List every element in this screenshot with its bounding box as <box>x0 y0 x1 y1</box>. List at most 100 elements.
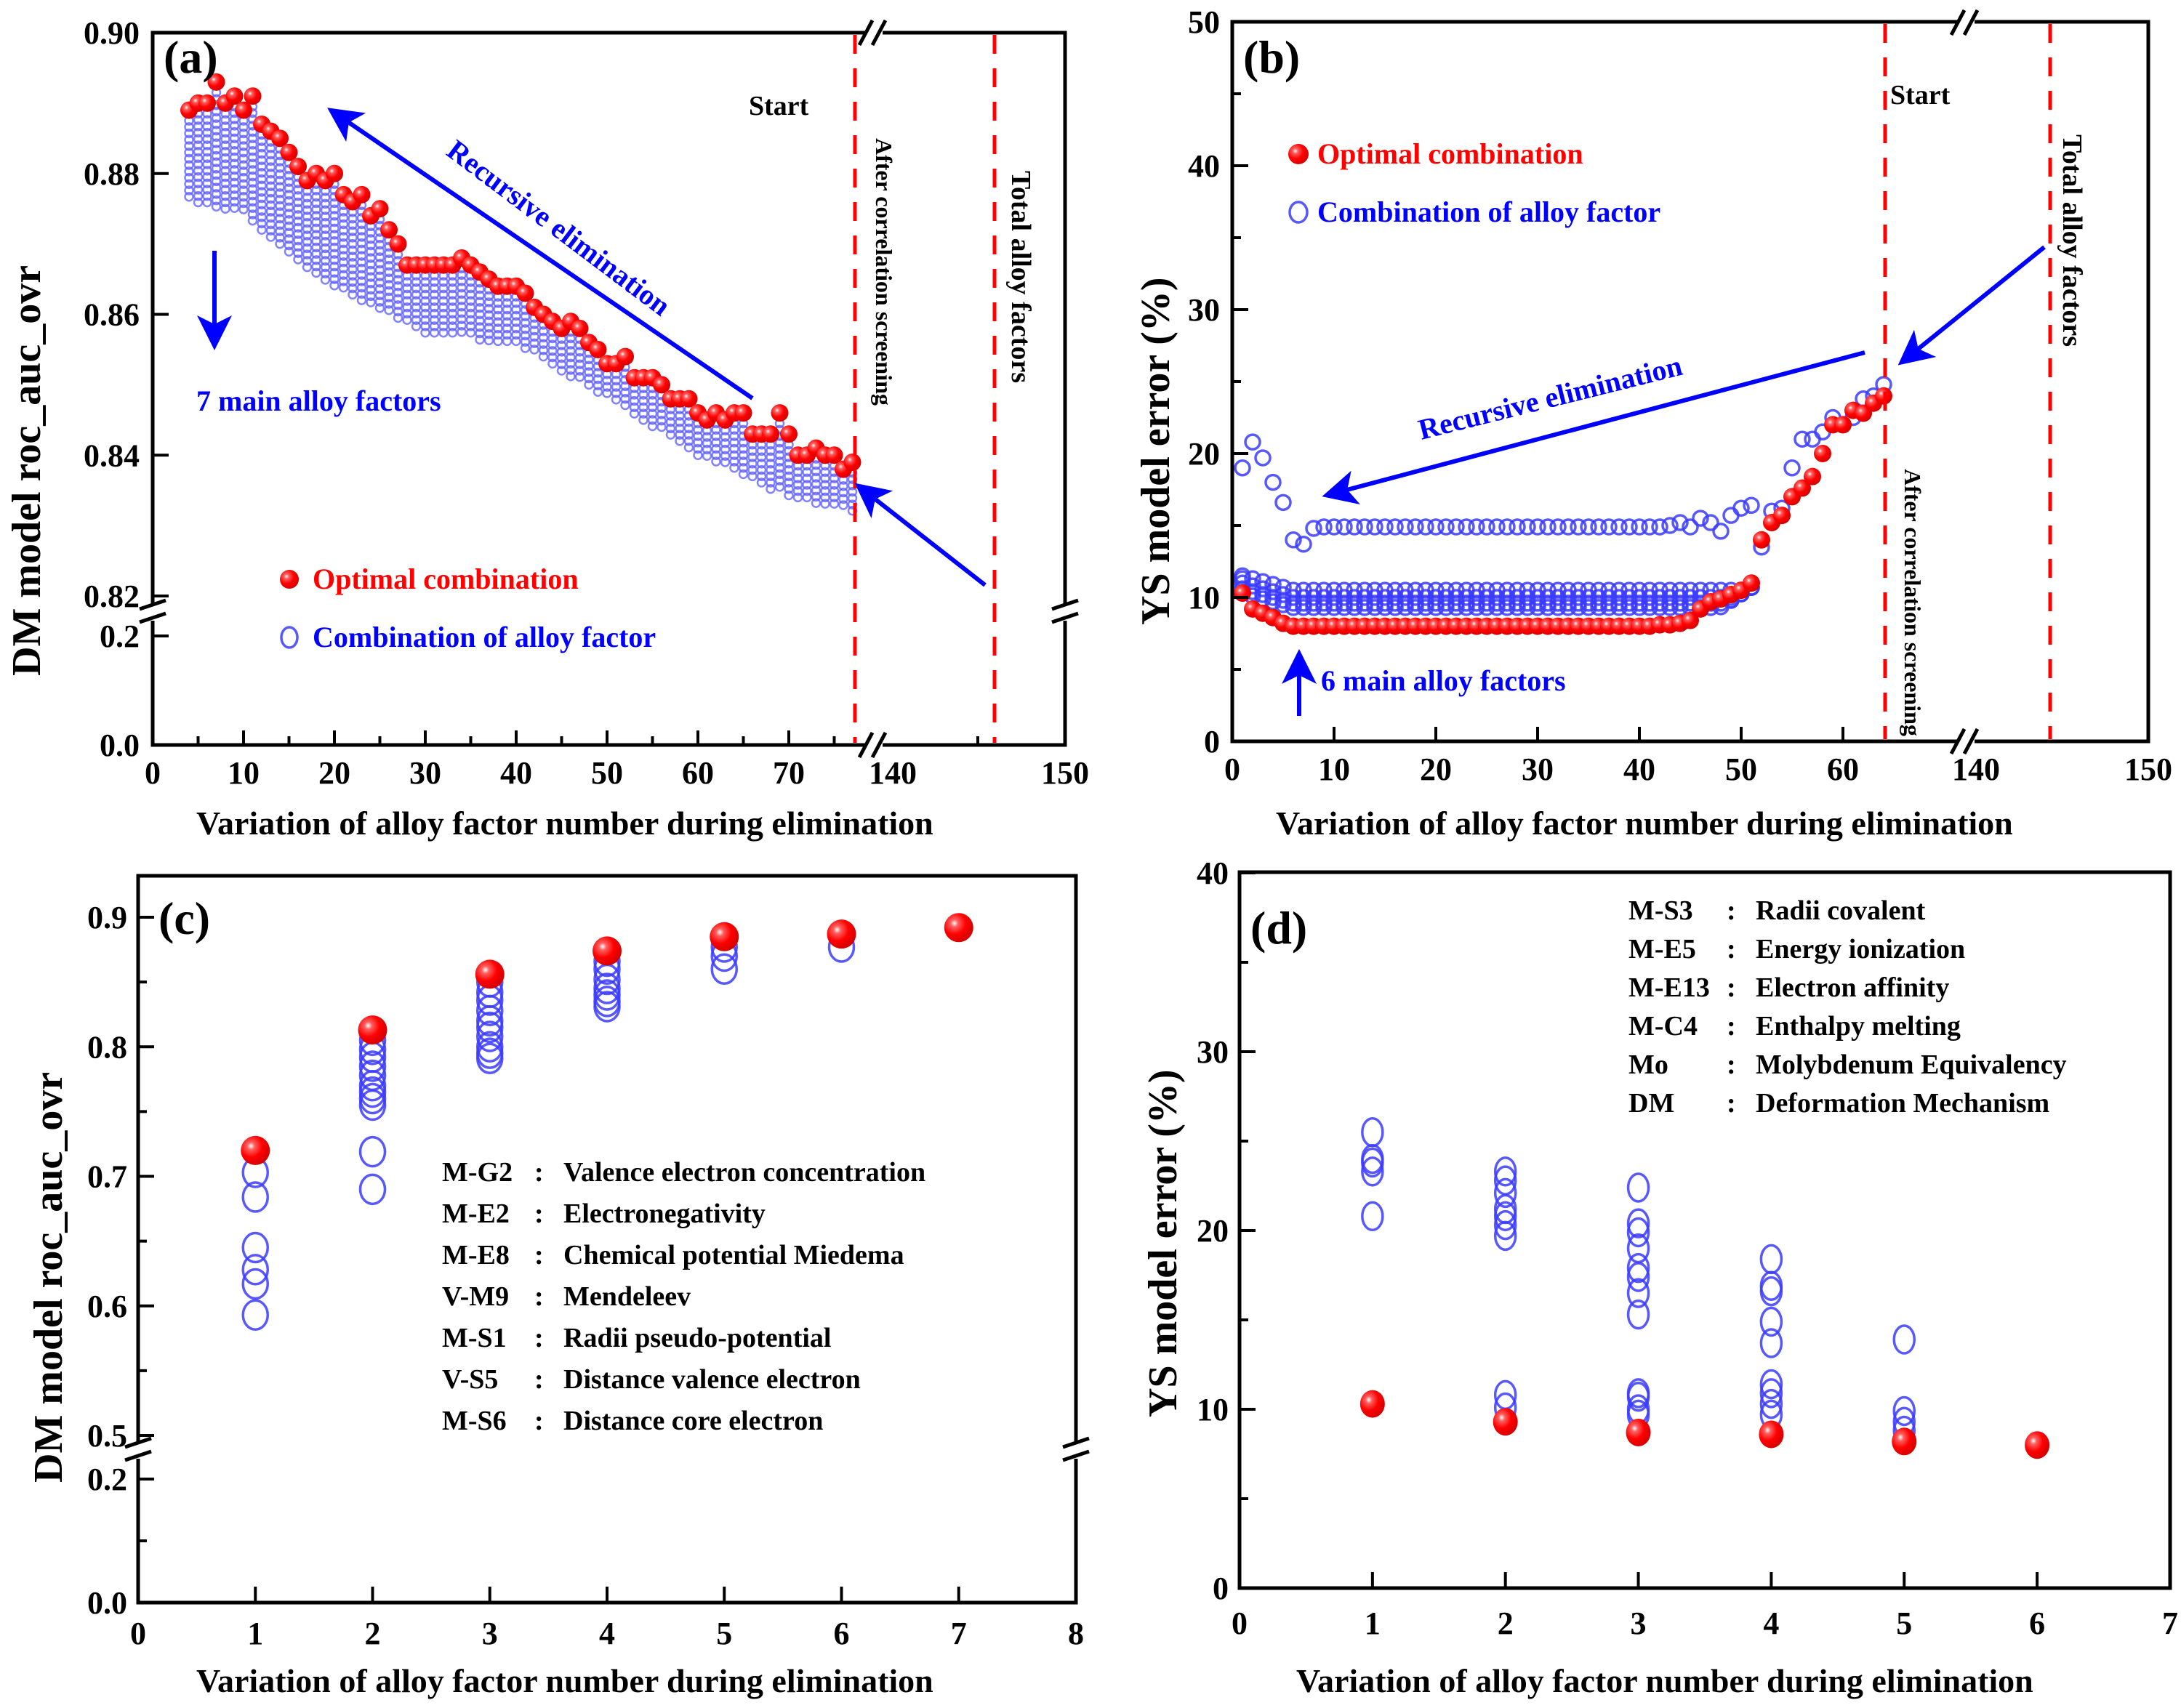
x-tick-label: 0 <box>1224 752 1240 787</box>
optimal-point <box>207 73 225 91</box>
x-tick-label: 140 <box>1952 752 2000 787</box>
combination-point <box>1458 518 1475 536</box>
definition-separator: : <box>534 1199 544 1229</box>
combination-point <box>520 324 531 334</box>
combination-point <box>711 424 721 435</box>
combination-point <box>1712 523 1730 540</box>
combination-point <box>1732 499 1750 517</box>
combination-point <box>374 239 385 250</box>
combination-point <box>1794 430 1811 448</box>
combination-point <box>384 292 394 302</box>
combination-point <box>202 115 212 125</box>
panel-a: 0 10 20 30 40 50 60 70 140 150 0.82 0.84 0.86 0.88 0.9… <box>4 15 1089 842</box>
combination-point <box>348 245 358 256</box>
combination-point <box>211 150 222 161</box>
combination-point <box>747 452 758 462</box>
combination-point <box>184 179 194 190</box>
combination-point <box>238 122 249 132</box>
combination-point <box>320 198 331 209</box>
combination-point <box>211 119 222 129</box>
panel-b-legend: Optimal combination Combination of alloy… <box>1288 137 1660 228</box>
combination-point <box>338 225 349 235</box>
combination-point <box>257 161 267 172</box>
panel-a-start-label: Start <box>749 91 809 121</box>
combination-point <box>829 473 840 483</box>
combination-point <box>284 196 294 206</box>
panel-a-total-factors-label: Total alloy factors <box>1005 171 1036 383</box>
combination-point <box>1478 518 1495 536</box>
combination-point <box>520 330 531 341</box>
combination-point <box>465 321 476 331</box>
x-tick-label: 4 <box>599 1616 615 1651</box>
combination-point <box>293 204 303 214</box>
combination-point <box>556 347 567 357</box>
optimal-point <box>1892 1427 1917 1456</box>
combination-point <box>756 471 767 482</box>
combination-point <box>275 238 285 249</box>
combination-point <box>302 243 313 254</box>
combination-point <box>1631 518 1648 536</box>
combination-point <box>356 219 367 230</box>
combination-point <box>275 219 285 230</box>
combination-point <box>229 140 240 150</box>
combination-point <box>320 243 331 254</box>
combination-point <box>247 140 258 150</box>
combination-point <box>247 184 258 194</box>
x-tick-label: 0 <box>145 755 161 791</box>
combination-point <box>447 302 458 313</box>
combination-point <box>184 134 194 145</box>
combination-point <box>366 246 376 257</box>
combination-point <box>257 212 267 222</box>
legend-combination-label: Combination of alloy factor <box>313 621 656 653</box>
combination-point <box>411 321 422 331</box>
panel-c-xlabel: Variation of alloy factor number during … <box>196 1662 933 1699</box>
combination-point <box>338 276 349 286</box>
combination-point <box>711 438 721 448</box>
panel-c: 0 1 2 3 4 5 6 7 8 0.5 0.6 0.7 0.8 0.9 0.0 0.2 (c) M-G2:… <box>26 874 1090 1699</box>
x-tick-label: 8 <box>1068 1616 1084 1651</box>
combination-point <box>329 267 340 278</box>
combination-point <box>429 321 440 331</box>
combination-point <box>302 262 313 273</box>
combination-point <box>275 214 285 224</box>
combination-point <box>574 371 585 382</box>
combination-point <box>1498 518 1516 536</box>
combination-point <box>457 302 467 312</box>
combination-point <box>265 181 276 191</box>
combination-point <box>193 153 204 164</box>
panel-b-recursive-label: Recursive elimination <box>1415 349 1685 446</box>
combination-point <box>838 500 848 510</box>
combination-point <box>1692 509 1709 527</box>
panel-c-ybreak-right <box>1062 1436 1090 1462</box>
panel-c-ybreak-left <box>124 1436 152 1462</box>
combination-point <box>556 359 567 370</box>
combination-point <box>402 296 412 306</box>
combination-point <box>420 321 430 331</box>
combination-point <box>611 394 622 405</box>
combination-point <box>238 153 249 164</box>
combination-point <box>238 141 249 151</box>
combination-point <box>429 315 440 325</box>
combination-point <box>238 128 249 139</box>
combination-point <box>574 353 585 363</box>
x-tick-label: 5 <box>1896 1606 1912 1641</box>
combination-point <box>683 416 694 427</box>
y-tick-label: 0.2 <box>100 619 140 654</box>
combination-point <box>747 446 758 456</box>
combination-point <box>211 132 222 142</box>
combination-point <box>566 371 576 382</box>
x-tick-label: 2 <box>1498 1606 1514 1641</box>
combination-point <box>265 188 276 198</box>
combination-point <box>311 204 321 214</box>
combination-point <box>638 408 648 419</box>
combination-point <box>747 471 758 482</box>
combination-point <box>338 213 349 223</box>
combination-point <box>302 249 313 259</box>
combination-point <box>656 409 667 419</box>
definition-separator: : <box>1727 1011 1736 1042</box>
combination-point <box>493 304 503 315</box>
combination-point <box>184 122 194 132</box>
combination-point <box>502 304 513 315</box>
combination-point <box>1759 1276 1783 1307</box>
combination-point <box>184 191 194 202</box>
